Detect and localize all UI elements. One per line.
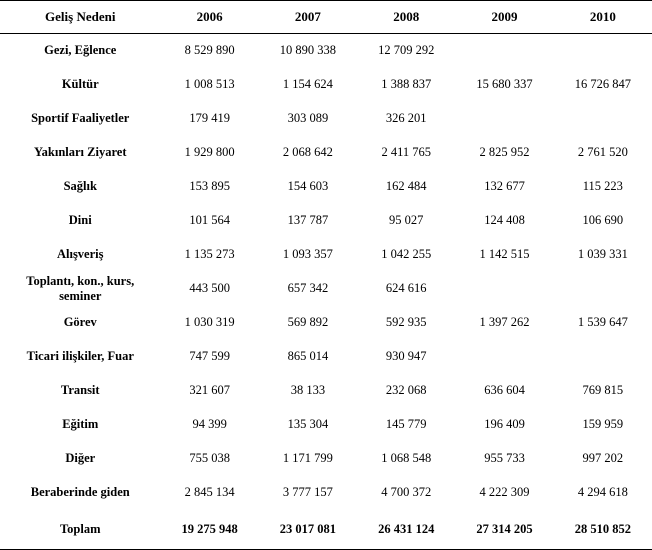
reasons-table: Geliş Nedeni 2006 2007 2008 2009 2010 Ge… [0, 0, 652, 550]
cell: 303 089 [259, 102, 357, 136]
cell: 1 142 515 [455, 238, 553, 272]
cell: 755 038 [160, 442, 258, 476]
cell: 12 709 292 [357, 34, 455, 68]
cell: 1 039 331 [554, 238, 652, 272]
cell: 4 294 618 [554, 476, 652, 510]
cell: 135 304 [259, 408, 357, 442]
cell: 132 677 [455, 170, 553, 204]
row-label: Görev [0, 306, 160, 340]
cell: 106 690 [554, 204, 652, 238]
cell: 1 154 624 [259, 68, 357, 102]
cell: 955 733 [455, 442, 553, 476]
cell: 95 027 [357, 204, 455, 238]
row-label: Eğitim [0, 408, 160, 442]
cell: 1 008 513 [160, 68, 258, 102]
cell: 1 093 357 [259, 238, 357, 272]
table-row: Diğer 755 038 1 171 799 1 068 548 955 73… [0, 442, 652, 476]
table-row: Transit 321 607 38 133 232 068 636 604 7… [0, 374, 652, 408]
cell: 4 222 309 [455, 476, 553, 510]
cell: 3 777 157 [259, 476, 357, 510]
header-year-2010: 2010 [554, 1, 652, 34]
cell: 1 135 273 [160, 238, 258, 272]
cell: 2 845 134 [160, 476, 258, 510]
row-label: Ticari ilişkiler, Fuar [0, 340, 160, 374]
cell: 8 529 890 [160, 34, 258, 68]
cell: 154 603 [259, 170, 357, 204]
header-year-2007: 2007 [259, 1, 357, 34]
cell: 137 787 [259, 204, 357, 238]
row-label: Yakınları Ziyaret [0, 136, 160, 170]
cell: 769 815 [554, 374, 652, 408]
cell: 930 947 [357, 340, 455, 374]
cell: 443 500 [160, 272, 258, 306]
table-row: Yakınları Ziyaret 1 929 800 2 068 642 2 … [0, 136, 652, 170]
row-label: Sportif Faaliyetler [0, 102, 160, 136]
cell: 124 408 [455, 204, 553, 238]
cell-merged-2010: 16 726 847 [554, 34, 652, 136]
header-year-2006: 2006 [160, 1, 258, 34]
table-row: Gezi, Eğlence 8 529 890 10 890 338 12 70… [0, 34, 652, 68]
table-row: Eğitim 94 399 135 304 145 779 196 409 15… [0, 408, 652, 442]
cell: 624 616 [357, 272, 455, 306]
cell: 2 411 765 [357, 136, 455, 170]
cell: 326 201 [357, 102, 455, 136]
row-label: Gezi, Eğlence [0, 34, 160, 68]
cell-merged-2009: 15 680 337 [455, 34, 553, 136]
cell: 636 604 [455, 374, 553, 408]
header-label: Geliş Nedeni [0, 1, 160, 34]
cell: 115 223 [554, 170, 652, 204]
cell: 159 959 [554, 408, 652, 442]
table-row: Alışveriş 1 135 273 1 093 357 1 042 255 … [0, 238, 652, 272]
header-year-2009: 2009 [455, 1, 553, 34]
cell: 321 607 [160, 374, 258, 408]
row-label: Beraberinde giden [0, 476, 160, 510]
table-row: Beraberinde giden 2 845 134 3 777 157 4 … [0, 476, 652, 510]
row-label: Alışveriş [0, 238, 160, 272]
cell: 94 399 [160, 408, 258, 442]
table-row: Dini 101 564 137 787 95 027 124 408 106 … [0, 204, 652, 238]
cell: 2 761 520 [554, 136, 652, 170]
cell: 153 895 [160, 170, 258, 204]
cell: 747 599 [160, 340, 258, 374]
row-label: Kültür [0, 68, 160, 102]
cell: 4 700 372 [357, 476, 455, 510]
cell: 10 890 338 [259, 34, 357, 68]
row-label: Toplantı, kon., kurs, seminer [0, 272, 160, 306]
row-label: Sağlık [0, 170, 160, 204]
table-header-row: Geliş Nedeni 2006 2007 2008 2009 2010 [0, 1, 652, 34]
cell: 162 484 [357, 170, 455, 204]
cell: 657 342 [259, 272, 357, 306]
table-row: Toplantı, kon., kurs, seminer 443 500 65… [0, 272, 652, 306]
cell: 101 564 [160, 204, 258, 238]
cell: 1 929 800 [160, 136, 258, 170]
cell: 196 409 [455, 408, 553, 442]
cell: 2 825 952 [455, 136, 553, 170]
cell: 38 133 [259, 374, 357, 408]
cell: 865 014 [259, 340, 357, 374]
row-label: Transit [0, 374, 160, 408]
row-label: Diğer [0, 442, 160, 476]
cell: 1 388 837 [357, 68, 455, 102]
cell: 997 202 [554, 442, 652, 476]
cell: 179 419 [160, 102, 258, 136]
cell: 145 779 [357, 408, 455, 442]
cell: 2 068 642 [259, 136, 357, 170]
cell: 1 030 319 [160, 306, 258, 340]
cell: 1 171 799 [259, 442, 357, 476]
row-label: Dini [0, 204, 160, 238]
cell: 1 068 548 [357, 442, 455, 476]
cell: 592 935 [357, 306, 455, 340]
cell: 1 042 255 [357, 238, 455, 272]
cell: 569 892 [259, 306, 357, 340]
header-year-2008: 2008 [357, 1, 455, 34]
cell: 232 068 [357, 374, 455, 408]
cell-merged-2010: 1 539 647 [554, 272, 652, 374]
cell-merged-2009: 1 397 262 [455, 272, 553, 374]
table-row: Sağlık 153 895 154 603 162 484 132 677 1… [0, 170, 652, 204]
